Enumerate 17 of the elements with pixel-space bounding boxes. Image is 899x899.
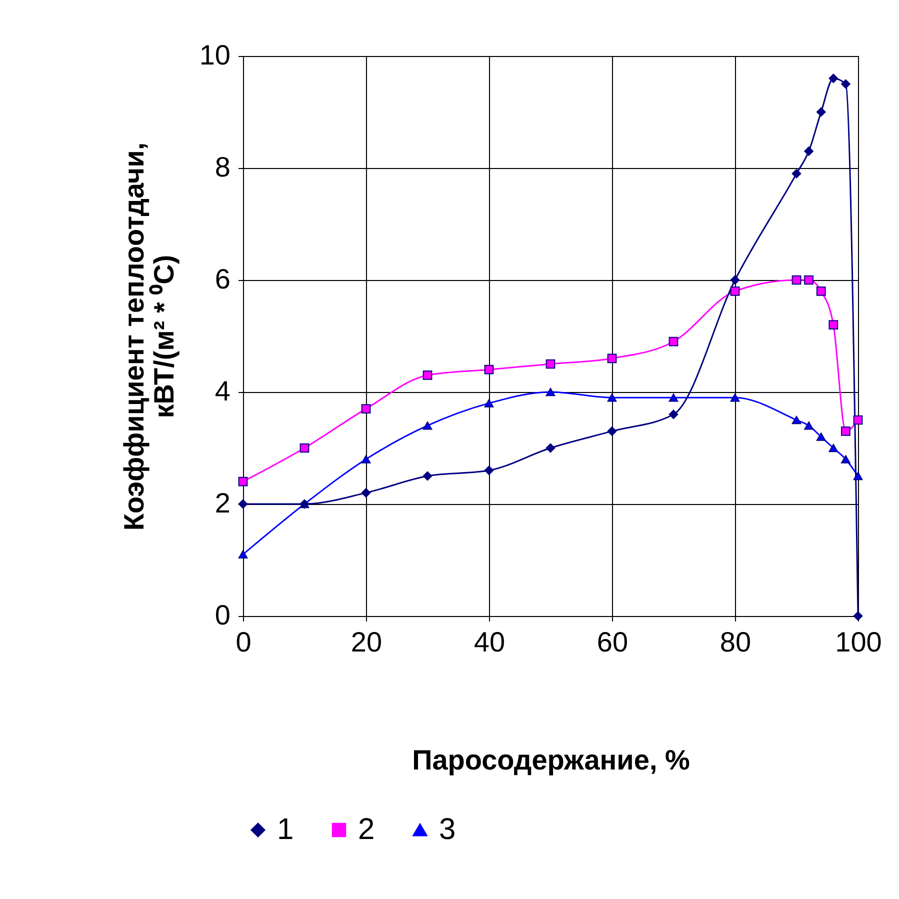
- y-tick-label: 6: [214, 264, 230, 294]
- y-tick-label: 8: [214, 152, 230, 182]
- legend-label: 3: [439, 813, 456, 846]
- x-tick-label: 60: [596, 626, 628, 658]
- y-axis-title: Коэффициент теплоотдачи, кВТ/(м² * ⁰С): [118, 142, 180, 531]
- legend-label: 1: [277, 813, 294, 846]
- y-tick-label: 10: [199, 40, 230, 70]
- x-tick-label: 20: [350, 626, 382, 658]
- x-axis-title: Паросодержание, %: [412, 744, 690, 776]
- x-tick-label: 100: [835, 626, 882, 658]
- x-tick-label: 40: [474, 626, 506, 658]
- legend-label: 2: [358, 813, 375, 846]
- y-tick-label: 4: [214, 376, 230, 406]
- x-tick-label: 80: [720, 626, 752, 658]
- y-tick-label: 0: [214, 600, 230, 630]
- y-tick-label: 2: [214, 488, 230, 518]
- x-tick-label: 0: [236, 626, 252, 658]
